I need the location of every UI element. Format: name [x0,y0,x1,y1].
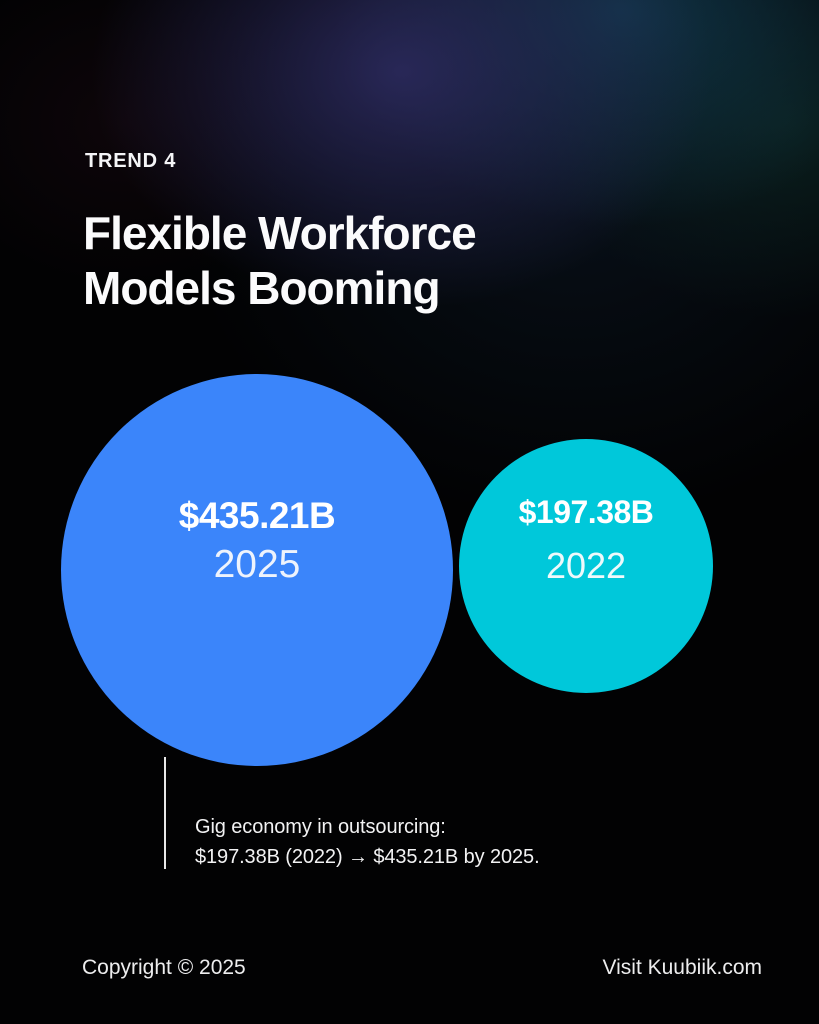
annotation-line1: Gig economy in outsourcing: [195,816,446,838]
bubble-2022: $197.38B 2022 [459,439,713,693]
annotation-line2: $197.38B (2022) → $435.21B by 2025. [195,846,540,868]
bubble-2022-value: $197.38B [518,494,654,530]
bubble-2025-value: $435.21B [178,495,336,536]
bubble-2025: $435.21B 2025 [61,374,453,766]
bubble-2022-year: 2022 [545,545,627,586]
annotation-text: Gig economy in outsourcing: $197.38B (20… [195,812,540,872]
annotation-divider [164,757,166,869]
eyebrow-label: TREND 4 [85,150,177,172]
page-title-line2: Models Booming [83,262,441,314]
bubble-2025-year: 2025 [213,543,301,586]
page-title-line1: Flexible Workforce [83,207,477,259]
footer-copyright: Copyright © 2025 [82,956,246,979]
page-title: Flexible Workforce Models Booming [83,206,477,316]
footer-link[interactable]: Visit Kuubiik.com [602,956,762,979]
